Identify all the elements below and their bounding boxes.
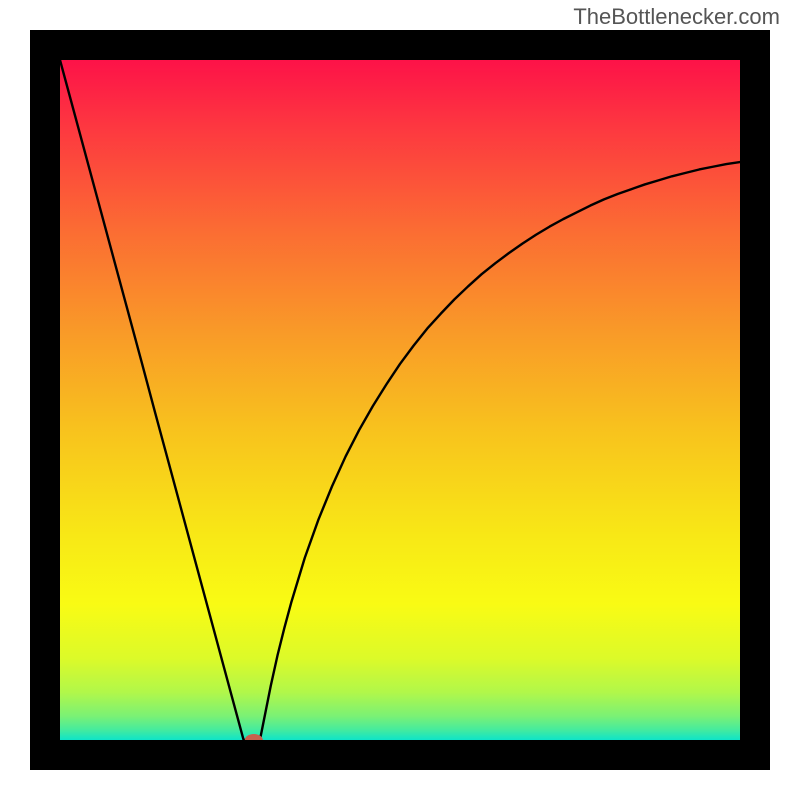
border-right xyxy=(740,30,770,770)
watermark-text: TheBottlenecker.com xyxy=(573,4,780,30)
border-left xyxy=(30,30,60,770)
plot-border xyxy=(30,30,770,770)
border-top xyxy=(30,30,770,60)
chart-container: TheBottlenecker.com xyxy=(0,0,800,800)
border-bottom xyxy=(30,740,770,770)
